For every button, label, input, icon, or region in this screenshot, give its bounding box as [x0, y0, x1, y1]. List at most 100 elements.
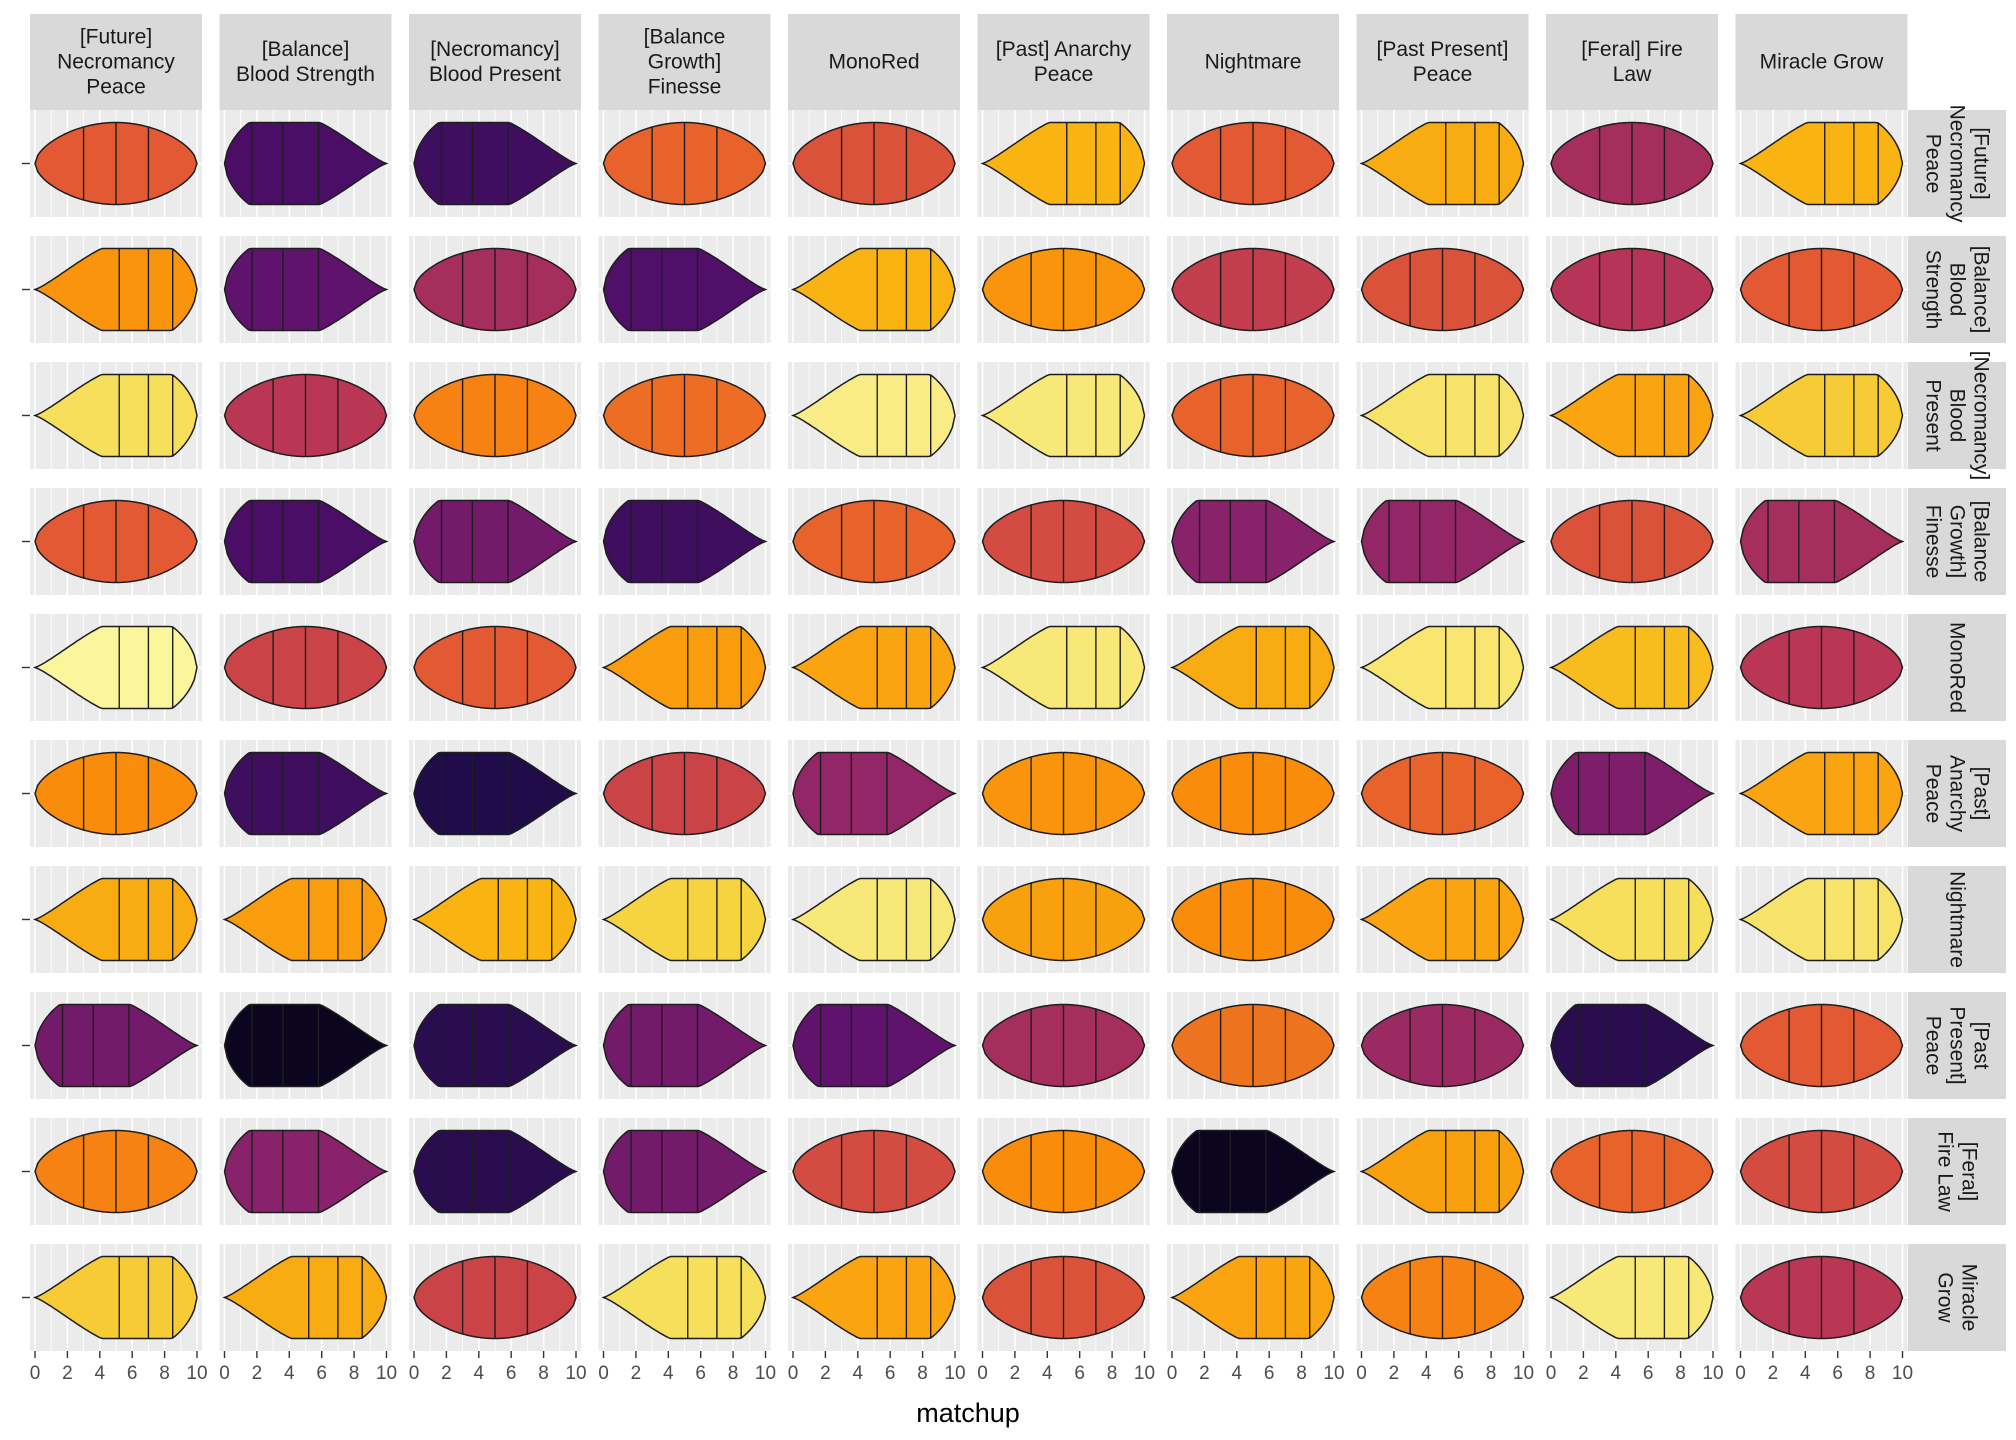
facet-panel [1167, 614, 1339, 721]
facet-panel [788, 1244, 960, 1351]
violin [32, 247, 198, 332]
row-strip-label: Grow [1934, 1272, 1957, 1323]
facet-panel [409, 614, 581, 721]
violin [601, 1255, 767, 1340]
violin [1738, 877, 1904, 962]
facet-panel [788, 992, 960, 1099]
column-strip-label: Nightmare [1205, 51, 1302, 74]
row-strip-label: Growth] [1946, 505, 1969, 579]
facet-panel [598, 362, 771, 469]
facet-panel [788, 740, 960, 847]
facet-panel [598, 614, 771, 721]
violin [1169, 625, 1335, 710]
violin [413, 1003, 579, 1088]
violin [790, 877, 956, 962]
x-tick-label: 6 [316, 1363, 327, 1384]
facet-panel [977, 740, 1150, 847]
violin [980, 121, 1146, 206]
facet-panel [788, 110, 960, 217]
facet-panel [1167, 992, 1339, 1099]
x-tick-label: 6 [1264, 1363, 1275, 1384]
x-tick-label: 2 [1389, 1363, 1400, 1384]
facet-panel [1356, 740, 1529, 847]
x-tick-label: 0 [598, 1363, 609, 1384]
facet-panel [219, 362, 392, 469]
violin [222, 1255, 388, 1340]
violin [602, 1129, 768, 1214]
x-tick-label: 2 [820, 1363, 831, 1384]
facet-panel [1546, 488, 1718, 595]
facet-panel [598, 866, 771, 973]
facet-panel [30, 740, 202, 847]
violin [223, 751, 389, 836]
row-strip-label: [Balance] [1970, 246, 1993, 334]
facet-panel [977, 866, 1150, 973]
x-tick-label: 10 [1702, 1363, 1723, 1384]
violin [601, 877, 767, 962]
facet-panel [1735, 488, 1908, 595]
violin [1548, 877, 1714, 962]
facet-panel [1546, 236, 1718, 343]
facet-panel [1735, 236, 1908, 343]
facet-panel [1167, 1118, 1339, 1225]
violin [1739, 499, 1905, 584]
x-tick-label: 6 [1453, 1363, 1464, 1384]
row-strip-label: [Future] [1970, 127, 1993, 199]
facet-panel [30, 488, 202, 595]
facet-panel [219, 236, 392, 343]
violin [1359, 877, 1525, 962]
facet-panel [30, 110, 202, 217]
x-tick-label: 8 [728, 1363, 739, 1384]
row-strip [1908, 488, 2006, 595]
x-tick-label: 6 [1643, 1363, 1654, 1384]
facet-panel [1167, 740, 1339, 847]
violin [1738, 121, 1904, 206]
row-strip [1908, 236, 2006, 343]
facet-panel [788, 614, 960, 721]
x-tick-label: 6 [1074, 1363, 1085, 1384]
row-strip-label: Strength [1922, 250, 1945, 329]
facet-panel [598, 740, 771, 847]
facet-panel [1356, 362, 1529, 469]
row-strip [1908, 992, 2006, 1099]
column-strip [1356, 14, 1529, 110]
facet-panel [1356, 488, 1529, 595]
facet-panel [977, 1244, 1150, 1351]
x-tick-label: 2 [1010, 1363, 1021, 1384]
violin [602, 499, 768, 584]
x-tick-label: 4 [1421, 1363, 1432, 1384]
facet-panel [598, 1118, 771, 1225]
x-tick-label: 8 [1107, 1363, 1118, 1384]
row-strip-label: Peace [1922, 764, 1945, 824]
facet-panel [1546, 1244, 1718, 1351]
facet-panel [1546, 362, 1718, 469]
violin [790, 625, 956, 710]
x-tick-label: 10 [186, 1363, 207, 1384]
row-strip [1908, 1244, 2006, 1351]
facet-panel [409, 110, 581, 217]
facet-panel [977, 992, 1150, 1099]
x-tick-label: 0 [1356, 1363, 1367, 1384]
facet-panel [1546, 866, 1718, 973]
violin [223, 499, 389, 584]
violin [1738, 373, 1904, 458]
violin [1738, 751, 1904, 836]
violin [1550, 1003, 1716, 1088]
facet-panel [788, 866, 960, 973]
violin [1171, 1129, 1337, 1214]
column-strip-label: Finesse [648, 76, 722, 99]
violin [790, 373, 956, 458]
x-tick-label: 8 [159, 1363, 170, 1384]
violin [980, 625, 1146, 710]
violin [1548, 373, 1714, 458]
column-strip [1167, 14, 1339, 110]
x-tick-label: 10 [1323, 1363, 1344, 1384]
x-axis: 0 2 4 6 8 10 0 2 4 6 8 10 0 2 4 6 8 10 0 2 4 6 8 10 0 2 4 6 8 10 0 2 4 6 8… [30, 1351, 1913, 1384]
x-tick-label: 2 [441, 1363, 452, 1384]
violin [411, 877, 577, 962]
facet-panel [1546, 110, 1718, 217]
x-tick-label: 8 [538, 1363, 549, 1384]
facet-panel [598, 1244, 771, 1351]
facet-panel [1735, 1118, 1908, 1225]
x-tick-label: 4 [1232, 1363, 1243, 1384]
